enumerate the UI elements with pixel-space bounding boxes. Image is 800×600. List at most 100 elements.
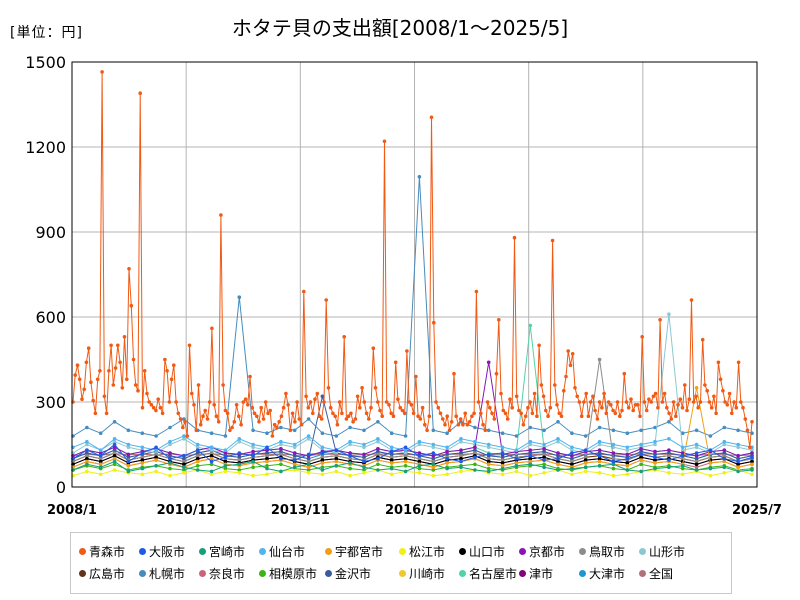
data-point	[348, 442, 352, 447]
data-point	[417, 454, 422, 458]
data-point	[722, 451, 727, 455]
data-point	[625, 468, 630, 472]
data-point	[378, 408, 382, 413]
data-point	[389, 431, 394, 436]
legend-item: 宇都宮市	[325, 543, 383, 560]
data-point	[490, 411, 494, 416]
data-point	[292, 445, 297, 450]
data-point	[685, 408, 689, 413]
legend-marker	[399, 570, 406, 577]
data-point	[546, 414, 550, 419]
data-point	[223, 469, 228, 474]
data-point	[445, 461, 449, 465]
data-point	[653, 449, 657, 454]
data-point	[653, 466, 657, 471]
data-point	[182, 471, 186, 475]
data-point	[120, 386, 125, 390]
legend-item: 奈良市	[199, 565, 245, 582]
y-tick-labels: 0 300 600 900 1200 1500	[25, 53, 66, 497]
data-point	[514, 448, 519, 453]
data-point	[514, 434, 519, 438]
data-point	[700, 337, 705, 342]
data-point	[459, 437, 463, 441]
data-point	[658, 318, 662, 322]
data-point	[640, 335, 644, 339]
data-point	[597, 448, 602, 453]
data-point	[660, 400, 665, 404]
data-point	[292, 454, 297, 458]
data-point	[517, 408, 521, 413]
data-point	[542, 471, 546, 475]
data-point	[500, 445, 505, 450]
data-point	[694, 454, 699, 458]
data-point	[265, 456, 269, 461]
data-point	[696, 405, 700, 410]
data-point	[530, 411, 535, 416]
data-point	[642, 400, 647, 404]
y-tick-label: 300	[35, 393, 66, 412]
data-point	[257, 420, 261, 424]
data-point	[671, 400, 676, 404]
data-point	[528, 425, 533, 430]
data-point	[459, 459, 463, 464]
data-point	[403, 448, 408, 453]
data-point	[417, 456, 422, 461]
data-point	[268, 408, 273, 413]
data-point	[154, 464, 158, 468]
data-point	[209, 431, 214, 436]
data-point	[209, 451, 214, 455]
data-point	[306, 434, 311, 438]
data-point	[653, 439, 657, 444]
data-point	[306, 437, 311, 441]
legend-marker	[79, 548, 86, 555]
data-point	[389, 466, 394, 471]
legend-label: 大津市	[589, 567, 626, 581]
data-point	[237, 437, 242, 441]
data-point	[722, 471, 727, 475]
legend-item: 広島市	[79, 565, 125, 582]
data-point	[281, 405, 286, 410]
data-point	[174, 400, 178, 404]
data-point	[431, 442, 436, 447]
data-point	[265, 451, 269, 455]
data-point	[362, 452, 366, 457]
data-point	[225, 411, 230, 416]
data-point	[722, 465, 727, 470]
legend-item: 金沢市	[325, 565, 371, 582]
data-point	[237, 451, 242, 455]
data-point	[568, 363, 573, 368]
data-point	[237, 468, 242, 472]
data-point	[667, 471, 671, 475]
data-point	[306, 462, 311, 467]
data-point	[209, 472, 214, 477]
data-point	[556, 437, 560, 441]
data-point	[265, 454, 269, 458]
data-point	[315, 391, 320, 396]
data-point	[251, 473, 255, 478]
legend-item: 札幌市	[139, 565, 185, 582]
data-point	[147, 400, 151, 404]
data-point	[237, 414, 241, 419]
data-point	[459, 465, 463, 470]
data-point	[470, 414, 474, 419]
legend-item: 川崎市	[399, 565, 445, 582]
data-point	[306, 465, 311, 470]
data-point	[588, 400, 593, 404]
data-point	[734, 405, 739, 410]
data-point	[417, 439, 422, 444]
data-point	[635, 403, 640, 407]
data-point	[362, 428, 366, 433]
data-point	[454, 414, 459, 419]
data-point	[639, 455, 643, 460]
data-point	[556, 420, 560, 424]
data-point	[239, 422, 243, 427]
data-point	[750, 455, 754, 460]
data-point	[279, 442, 283, 447]
legend-marker	[459, 570, 466, 577]
legend-item: 青森市	[79, 543, 125, 560]
data-point	[528, 456, 533, 461]
data-point	[288, 428, 293, 433]
data-point	[376, 447, 380, 451]
data-point	[583, 448, 588, 453]
data-point	[168, 461, 172, 465]
